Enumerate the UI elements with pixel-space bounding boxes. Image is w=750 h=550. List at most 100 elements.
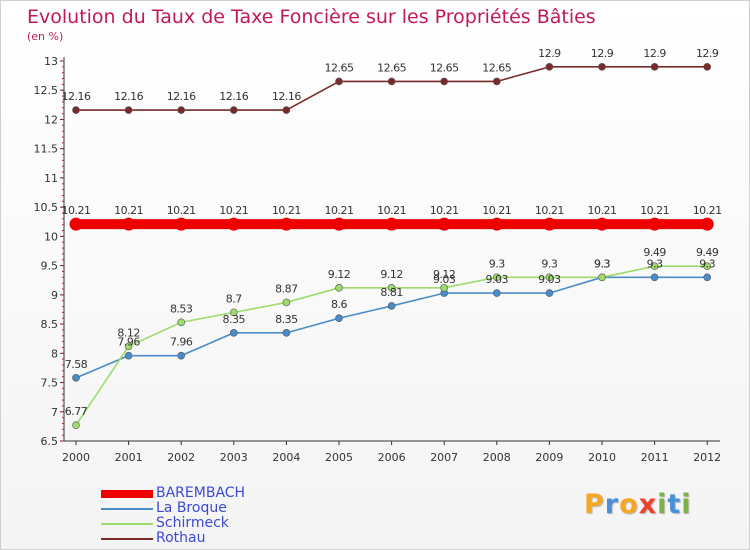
data-point (72, 374, 80, 382)
data-point (650, 273, 659, 282)
data-label: 6.77 (65, 405, 88, 418)
data-label: 9.3 (647, 257, 663, 270)
data-point (124, 106, 133, 114)
legend-label: La Broque (156, 500, 227, 516)
data-point (595, 217, 609, 231)
data-point (492, 289, 501, 297)
y-tick-label: 10.5 (34, 201, 59, 214)
data-label: 9.3 (489, 257, 505, 270)
data-label: 8.7 (226, 292, 242, 305)
legend-swatch (101, 537, 153, 540)
data-label: 10.21 (167, 204, 196, 217)
y-tick-label: 9.5 (41, 260, 59, 273)
data-point (230, 329, 238, 337)
data-label: 9.49 (643, 246, 666, 259)
data-point (177, 351, 185, 360)
data-point (124, 342, 133, 351)
data-label: 10.21 (114, 204, 143, 217)
data-point (279, 217, 293, 231)
data-point (387, 77, 396, 86)
data-point (700, 217, 714, 231)
data-label: 12.16 (167, 90, 196, 103)
data-point (387, 284, 396, 292)
data-point (230, 106, 238, 114)
data-point (598, 63, 606, 71)
data-label: 8.35 (223, 313, 246, 326)
y-tick-label: 13 (44, 55, 58, 68)
data-label: 9.12 (380, 268, 403, 281)
y-tick-label: 7 (51, 406, 58, 419)
data-point (335, 77, 343, 86)
data-point (650, 63, 659, 71)
data-point (124, 351, 133, 360)
data-point (545, 289, 554, 297)
data-point (490, 217, 504, 231)
legend-label: BAREMBACH (156, 485, 246, 501)
legend-swatch (101, 489, 153, 498)
data-label: 9.3 (594, 257, 610, 270)
data-point (335, 284, 343, 292)
data-label: 7.96 (170, 336, 193, 349)
x-tick-label: 2010 (588, 451, 616, 464)
data-label: 12.9 (696, 47, 719, 60)
data-point (545, 63, 554, 71)
data-label: 10.21 (430, 204, 459, 217)
data-label: 10.21 (219, 204, 248, 217)
x-tick-label: 2006 (378, 451, 406, 464)
data-label: 10.21 (272, 204, 301, 217)
data-point (492, 77, 501, 86)
y-tick-label: 11.5 (34, 143, 59, 156)
y-tick-label: 12.5 (34, 84, 59, 97)
data-label: 9.03 (433, 273, 456, 286)
data-label: 12.9 (591, 47, 614, 60)
data-point (440, 77, 449, 86)
series-rothau (72, 63, 712, 114)
data-point (703, 262, 712, 271)
legend-swatch (101, 507, 153, 510)
legend-swatch (101, 522, 153, 525)
data-label: 12.9 (643, 47, 666, 60)
data-point (650, 262, 659, 271)
data-point (545, 273, 554, 282)
x-tick-label: 2003 (220, 451, 248, 464)
data-point (282, 106, 291, 114)
data-point (703, 63, 712, 71)
data-point (385, 217, 399, 231)
data-label: 12.16 (114, 90, 143, 103)
data-label: 9.3 (541, 257, 557, 270)
x-tick-label: 2001 (115, 451, 143, 464)
data-label: 8.6 (331, 298, 347, 311)
data-label: 9.12 (433, 268, 456, 281)
x-tick-label: 2002 (167, 451, 195, 464)
data-label: 12.16 (219, 90, 248, 103)
data-point (282, 298, 291, 307)
data-point (703, 273, 712, 282)
y-tick-label: 6.5 (41, 435, 59, 448)
data-label: 9.3 (699, 257, 715, 270)
data-label: 10.21 (693, 204, 722, 217)
y-tick-label: 10 (44, 230, 58, 243)
data-label: 12.16 (62, 90, 91, 103)
data-label: 10.21 (640, 204, 669, 217)
legend-label: Rothau (156, 530, 206, 546)
x-tick-label: 2012 (693, 451, 721, 464)
data-point (230, 308, 238, 317)
series-schirmeck (72, 262, 712, 430)
x-tick-label: 2008 (483, 451, 511, 464)
data-point (440, 284, 449, 292)
data-label: 10.21 (482, 204, 511, 217)
y-tick-label: 8.5 (41, 318, 59, 331)
data-label: 9.03 (486, 273, 509, 286)
data-label: 7.96 (117, 336, 140, 349)
data-label: 8.87 (275, 282, 298, 295)
data-point (335, 314, 343, 323)
data-label: 10.21 (377, 204, 406, 217)
data-point (437, 217, 451, 231)
data-label: 12.16 (272, 90, 301, 103)
data-point (542, 217, 556, 231)
x-tick-label: 2011 (641, 451, 669, 464)
data-point (177, 106, 185, 114)
data-label: 7.58 (65, 358, 88, 371)
